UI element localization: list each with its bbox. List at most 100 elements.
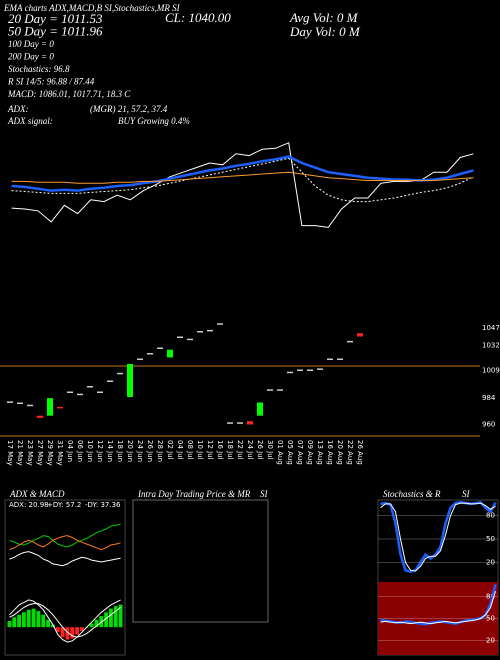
histogram-bar	[70, 627, 75, 639]
x-tick-label: 14 Jun	[106, 440, 114, 462]
histogram-bar	[65, 627, 70, 640]
y-tick-label: 80	[486, 593, 495, 601]
candle-body	[287, 371, 293, 374]
line-series	[9, 599, 121, 643]
x-tick-label: 18 Jun	[116, 440, 124, 462]
candle-body	[137, 358, 143, 360]
x-tick-label: 17 May	[6, 440, 14, 466]
line-series	[9, 523, 121, 548]
candle-body	[47, 398, 53, 416]
x-tick-label: 21 May	[16, 440, 24, 466]
avg-volume: Avg Vol: 0 M	[289, 10, 359, 25]
y-tick-label: 1047.8	[482, 324, 500, 332]
candle-body	[257, 402, 263, 416]
histogram-bar	[12, 617, 17, 628]
x-tick-label: 10 Jul	[196, 440, 204, 460]
panel-title: Stochastics & R	[383, 489, 441, 499]
indicator-line: 200 Day = 0	[8, 52, 54, 62]
x-tick-label: 13 Aug	[316, 440, 324, 465]
panel-title: SI	[260, 489, 269, 499]
candle-body	[87, 386, 93, 388]
candle-body	[307, 369, 313, 371]
candle-body	[347, 340, 353, 343]
line-series	[11, 171, 474, 184]
line-series	[380, 500, 497, 574]
histogram-bar	[113, 606, 118, 628]
candle-body	[357, 333, 363, 337]
y-tick-label: 80	[486, 512, 495, 520]
x-tick-label: 07 Aug	[296, 440, 304, 465]
candle-body	[337, 358, 343, 360]
line-series	[11, 157, 474, 203]
candle-body	[67, 391, 73, 393]
x-tick-label: 26 Aug	[356, 440, 364, 465]
indicator-line: 100 Day = 0	[8, 39, 54, 49]
histogram-bar	[55, 627, 60, 633]
histogram-bar	[41, 614, 46, 628]
candle-body	[247, 421, 253, 425]
candle-body	[107, 380, 113, 382]
line-series	[9, 535, 121, 551]
histogram-bar	[46, 619, 51, 628]
candle-body	[77, 393, 83, 396]
histogram-bar	[89, 623, 94, 628]
y-tick-label: 50	[486, 615, 495, 623]
x-tick-label: 09 Aug	[306, 440, 314, 465]
candle-body	[237, 422, 243, 424]
x-tick-label: 18 Jul	[226, 440, 234, 460]
x-tick-label: 12 Jul	[206, 440, 214, 460]
candle-body	[297, 369, 303, 371]
x-tick-label: 27 May	[36, 440, 44, 466]
candle-body	[157, 347, 163, 349]
x-tick-label: 01 Aug	[276, 440, 284, 465]
x-tick-label: 28 Jun	[156, 440, 164, 462]
line-series	[9, 551, 121, 567]
x-tick-label: 24 Jun	[136, 440, 144, 462]
x-tick-label: 24 Jul	[246, 440, 254, 460]
histogram-bar	[17, 614, 22, 628]
histogram-bar	[26, 609, 31, 628]
candle-body	[227, 422, 233, 424]
candle-body	[17, 402, 23, 404]
close-price: CL: 1040.00	[165, 10, 231, 25]
candle-body	[167, 349, 173, 358]
day-volume: Day Vol: 0 M	[289, 24, 361, 39]
indicator-line: MACD: 1086.01, 1017.71, 18.3 C	[7, 89, 131, 99]
y-tick-label: 960	[482, 421, 495, 429]
adx-value: (MGR) 21, 57.2, 37.4	[90, 104, 168, 114]
x-tick-label: 16 Jul	[216, 440, 224, 460]
x-tick-label: 04 Jul	[176, 440, 184, 460]
x-tick-label: 31 May	[56, 440, 64, 466]
y-tick-label: 984	[482, 394, 496, 402]
candle-body	[327, 358, 333, 360]
indicator-line: 20 Day = 1011.53	[8, 11, 103, 26]
x-tick-label: 26 Jun	[146, 440, 154, 462]
candle-body	[267, 389, 273, 391]
line-series	[9, 603, 121, 638]
line-series	[380, 583, 497, 626]
histogram-bar	[60, 627, 65, 638]
histogram-bar	[7, 621, 12, 628]
x-tick-label: 22 Aug	[346, 440, 354, 465]
candle-body	[217, 323, 223, 325]
histogram-bar	[108, 608, 113, 628]
x-tick-label: 04 Jun	[66, 440, 74, 462]
signal-label: ADX signal:	[7, 116, 53, 126]
x-tick-label: 30 Jul	[266, 440, 274, 460]
indicator-label: -DY: 37.36	[85, 501, 121, 509]
y-tick-label: 1009	[482, 367, 500, 375]
histogram-bar	[118, 604, 123, 628]
x-tick-label: 22 Jul	[236, 440, 244, 460]
panel-title: ADX & MACD	[9, 489, 65, 499]
signal: BUY Growing 0.4%	[118, 116, 190, 126]
candle-body	[7, 401, 13, 403]
line-series	[380, 591, 496, 625]
adx-label: ADX:	[7, 104, 29, 114]
histogram-bar	[79, 627, 84, 631]
candle-body	[127, 364, 133, 397]
histogram-bar	[31, 608, 36, 628]
x-tick-label: 20 Jun	[126, 440, 134, 462]
y-tick-label: 20	[486, 558, 495, 566]
line-series	[11, 142, 474, 228]
